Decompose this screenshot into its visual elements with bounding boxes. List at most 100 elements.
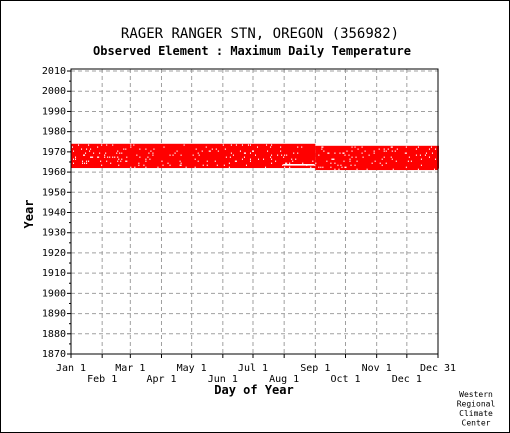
missing-day xyxy=(282,164,284,167)
missing-day xyxy=(357,148,359,150)
missing-day xyxy=(284,166,286,169)
missing-day xyxy=(258,158,260,160)
missing-day xyxy=(293,152,295,154)
missing-day xyxy=(90,148,92,150)
missing-day xyxy=(194,166,196,169)
missing-day xyxy=(346,150,348,152)
missing-day xyxy=(383,148,385,150)
x-tick-label: Oct 1 xyxy=(330,374,360,385)
missing-day xyxy=(86,160,88,162)
missing-day xyxy=(392,168,394,171)
x-tick-label: Sep 1 xyxy=(300,363,330,374)
missing-day xyxy=(91,156,93,158)
missing-day xyxy=(125,148,127,150)
missing-day xyxy=(211,148,213,150)
missing-day xyxy=(249,158,251,160)
missing-day xyxy=(297,152,299,154)
data-gap xyxy=(283,164,315,166)
missing-day xyxy=(334,168,336,171)
missing-day xyxy=(292,160,294,162)
missing-day xyxy=(149,158,151,160)
y-tick-label: 1950 xyxy=(42,187,66,198)
missing-day xyxy=(179,164,181,167)
missing-day xyxy=(379,162,381,164)
missing-day xyxy=(289,162,291,164)
missing-day xyxy=(143,164,145,167)
missing-day xyxy=(252,150,254,152)
missing-day xyxy=(185,166,187,169)
missing-day xyxy=(405,166,407,169)
missing-day xyxy=(104,156,106,158)
missing-day xyxy=(215,148,217,150)
missing-day xyxy=(322,146,324,148)
missing-day xyxy=(255,154,257,156)
missing-day xyxy=(391,146,393,148)
missing-day xyxy=(361,152,363,154)
missing-day xyxy=(286,162,288,164)
missing-day xyxy=(277,154,279,156)
missing-day xyxy=(126,156,128,158)
missing-day xyxy=(82,162,84,164)
missing-day xyxy=(145,160,147,162)
missing-day xyxy=(343,160,345,162)
missing-day xyxy=(431,152,433,154)
missing-day xyxy=(161,160,163,162)
missing-day xyxy=(228,166,230,169)
missing-day xyxy=(374,160,376,162)
missing-day xyxy=(407,160,409,162)
y-tick-label: 1970 xyxy=(42,147,66,158)
x-tick-label: Jan 1 xyxy=(56,363,86,374)
missing-day xyxy=(197,160,199,162)
missing-day xyxy=(145,166,147,169)
y-tick-label: 1960 xyxy=(42,167,66,178)
missing-day xyxy=(249,144,251,146)
x-tick-label: Feb 1 xyxy=(87,374,117,385)
missing-day xyxy=(312,160,314,162)
missing-day xyxy=(169,164,171,167)
missing-day xyxy=(356,160,358,162)
missing-day xyxy=(126,160,128,162)
missing-day xyxy=(291,158,293,160)
missing-day xyxy=(235,160,237,162)
missing-day xyxy=(366,168,368,171)
missing-day xyxy=(169,154,171,156)
missing-day xyxy=(267,150,269,152)
y-tick-label: 2000 xyxy=(42,86,66,97)
missing-day xyxy=(417,146,419,148)
missing-day xyxy=(320,166,322,169)
missing-day xyxy=(145,148,147,150)
missing-day xyxy=(415,148,417,150)
missing-day xyxy=(245,164,247,167)
missing-day xyxy=(390,156,392,158)
missing-day xyxy=(410,160,412,162)
missing-day xyxy=(391,150,393,152)
missing-day xyxy=(381,158,383,160)
missing-day xyxy=(373,152,375,154)
missing-day xyxy=(334,162,336,164)
missing-day xyxy=(118,164,120,167)
missing-day xyxy=(110,162,112,164)
missing-day xyxy=(180,162,182,164)
missing-day xyxy=(381,164,383,167)
missing-day xyxy=(101,164,103,167)
missing-day xyxy=(147,156,149,158)
chart-title: RAGER RANGER STN, OREGON (356982) xyxy=(121,26,399,42)
missing-day xyxy=(251,150,253,152)
missing-day xyxy=(152,154,154,156)
missing-day xyxy=(176,150,178,152)
missing-day xyxy=(340,164,342,167)
missing-day xyxy=(119,152,121,154)
missing-day xyxy=(167,162,169,164)
missing-day xyxy=(121,152,123,154)
missing-day xyxy=(341,166,343,169)
missing-day xyxy=(97,146,99,148)
missing-day xyxy=(139,156,141,158)
missing-day xyxy=(322,166,324,169)
credit-line: Center xyxy=(462,419,491,428)
missing-day xyxy=(125,160,127,162)
missing-day xyxy=(266,144,268,146)
missing-day xyxy=(295,158,297,160)
missing-day xyxy=(197,152,199,154)
missing-day xyxy=(354,164,356,167)
